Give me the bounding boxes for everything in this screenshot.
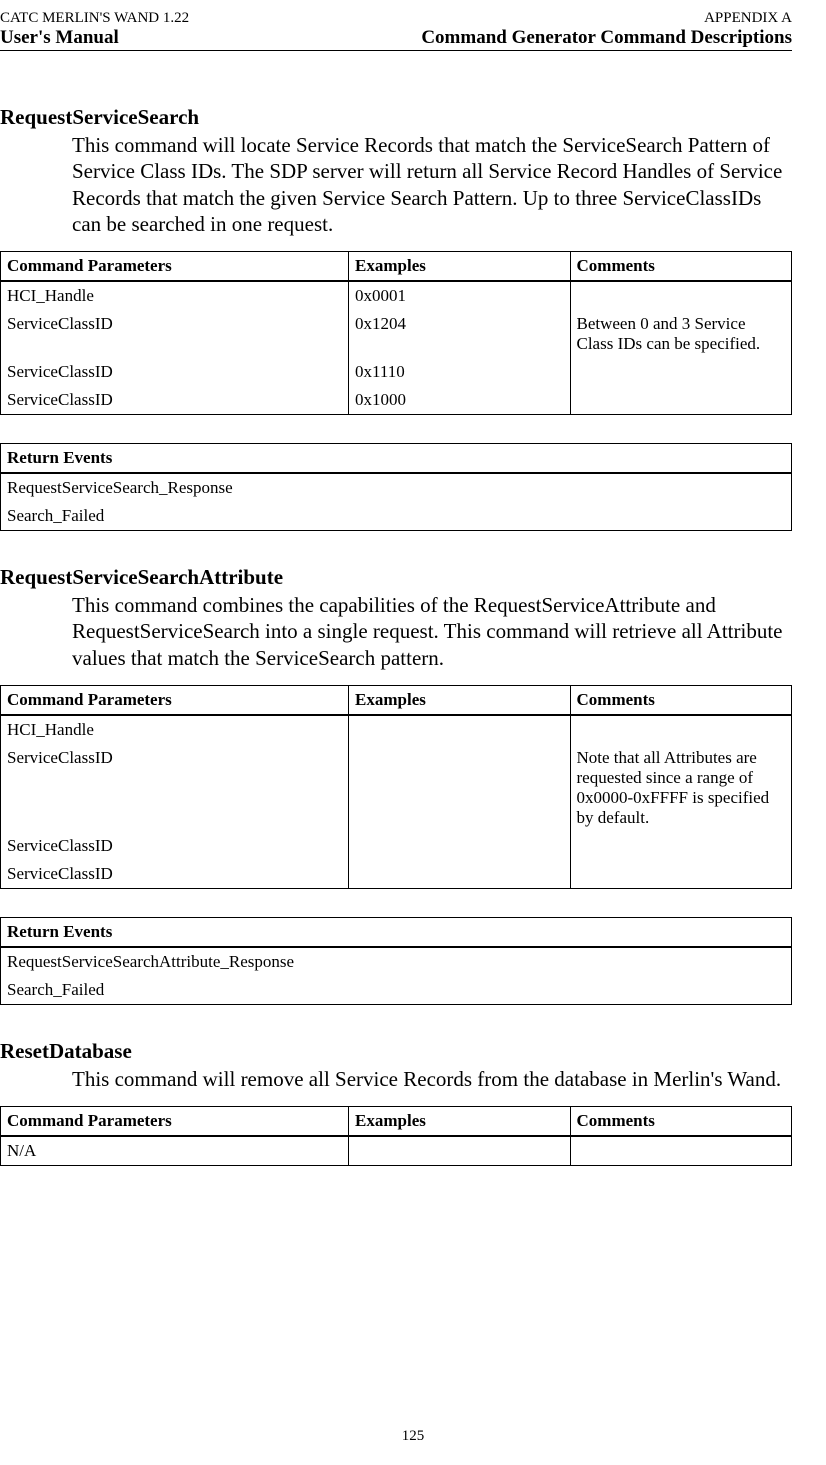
col-header-comments: Comments [570, 252, 792, 282]
col-header-param: Command Parameters [1, 252, 349, 282]
cell-comment [570, 860, 792, 889]
cell-example: 0x0001 [349, 281, 570, 310]
cell-param: ServiceClassID [1, 744, 349, 832]
col-header-param: Command Parameters [1, 1107, 349, 1137]
cell-comment [570, 358, 792, 386]
col-header-param: Command Parameters [1, 685, 349, 715]
table-row: RequestServiceSearchAttribute_Response [1, 947, 792, 976]
col-header-return: Return Events [1, 917, 792, 947]
table-row: HCI_Handle [1, 715, 792, 744]
page-header-sub: User's Manual Command Generator Command … [0, 27, 792, 51]
cell-example: 0x1204 [349, 310, 570, 358]
cell-example: 0x1000 [349, 386, 570, 415]
col-header-comments: Comments [570, 1107, 792, 1137]
section-description: This command will locate Service Records… [72, 132, 792, 237]
cell-return: RequestServiceSearch_Response [1, 473, 792, 502]
header-appendix: APPENDIX A [704, 10, 792, 27]
cell-comment [570, 386, 792, 415]
table-row: ServiceClassID 0x1000 [1, 386, 792, 415]
col-header-examples: Examples [349, 1107, 570, 1137]
cell-comment [570, 281, 792, 310]
cell-param: ServiceClassID [1, 860, 349, 889]
parameters-table: Command Parameters Examples Comments HCI… [0, 685, 792, 889]
header-manual: User's Manual [0, 27, 119, 49]
table-row: HCI_Handle 0x0001 [1, 281, 792, 310]
table-row: RequestServiceSearch_Response [1, 473, 792, 502]
section-title: RequestServiceSearchAttribute [0, 565, 792, 590]
cell-return: Search_Failed [1, 502, 792, 531]
cell-comment: Between 0 and 3 Service Class IDs can be… [570, 310, 792, 358]
cell-return: RequestServiceSearchAttribute_Response [1, 947, 792, 976]
table-row: Search_Failed [1, 502, 792, 531]
header-section: Command Generator Command Descriptions [421, 27, 792, 49]
cell-param: HCI_Handle [1, 715, 349, 744]
cell-param: ServiceClassID [1, 358, 349, 386]
header-product: CATC MERLIN'S WAND 1.22 [0, 10, 189, 27]
cell-return: Search_Failed [1, 976, 792, 1005]
col-header-examples: Examples [349, 685, 570, 715]
table-row: ServiceClassID 0x1110 [1, 358, 792, 386]
page-number: 125 [0, 1428, 826, 1445]
cell-param: ServiceClassID [1, 386, 349, 415]
table-row: Search_Failed [1, 976, 792, 1005]
cell-example: 0x1110 [349, 358, 570, 386]
table-row: ServiceClassID [1, 832, 792, 860]
return-events-table: Return Events RequestServiceSearch_Respo… [0, 443, 792, 531]
table-row: ServiceClassID 0x1204 Between 0 and 3 Se… [1, 310, 792, 358]
cell-comment [570, 1136, 792, 1166]
cell-example [349, 744, 570, 832]
cell-param: ServiceClassID [1, 832, 349, 860]
table-row: N/A [1, 1136, 792, 1166]
return-events-table: Return Events RequestServiceSearchAttrib… [0, 917, 792, 1005]
cell-param: N/A [1, 1136, 349, 1166]
parameters-table: Command Parameters Examples Comments N/A [0, 1106, 792, 1166]
col-header-comments: Comments [570, 685, 792, 715]
section-title: RequestServiceSearch [0, 105, 792, 130]
section-title: ResetDatabase [0, 1039, 792, 1064]
cell-example [349, 715, 570, 744]
cell-comment [570, 715, 792, 744]
cell-param: HCI_Handle [1, 281, 349, 310]
section-description: This command combines the capabilities o… [72, 592, 792, 671]
cell-example [349, 860, 570, 889]
table-row: ServiceClassID Note that all Attributes … [1, 744, 792, 832]
cell-param: ServiceClassID [1, 310, 349, 358]
cell-comment: Note that all Attributes are requested s… [570, 744, 792, 832]
col-header-return: Return Events [1, 444, 792, 474]
cell-comment [570, 832, 792, 860]
table-row: ServiceClassID [1, 860, 792, 889]
col-header-examples: Examples [349, 252, 570, 282]
cell-example [349, 1136, 570, 1166]
cell-example [349, 832, 570, 860]
parameters-table: Command Parameters Examples Comments HCI… [0, 251, 792, 415]
section-description: This command will remove all Service Rec… [72, 1066, 792, 1092]
page-header-top: CATC MERLIN'S WAND 1.22 APPENDIX A [0, 10, 792, 27]
